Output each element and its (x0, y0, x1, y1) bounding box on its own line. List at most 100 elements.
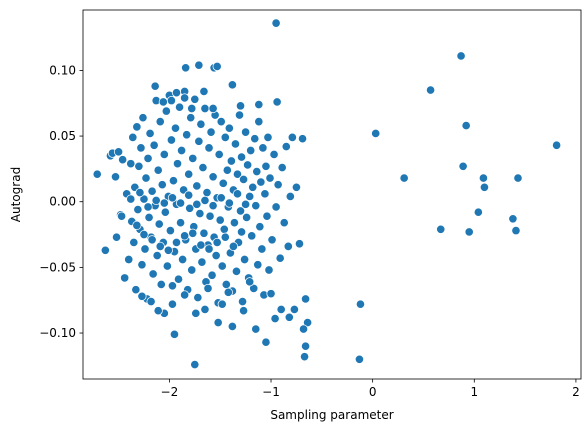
data-point (190, 94, 200, 104)
data-point (163, 245, 173, 255)
data-point (287, 132, 297, 142)
data-point (132, 220, 142, 230)
data-point (200, 103, 210, 114)
data-point (194, 60, 204, 70)
data-point (251, 201, 261, 211)
data-point (188, 153, 198, 163)
data-point (178, 254, 188, 265)
data-point (261, 337, 271, 347)
data-point (177, 145, 187, 156)
data-point (235, 206, 246, 216)
data-point (246, 145, 256, 156)
data-point (232, 169, 243, 179)
data-point (190, 359, 200, 370)
data-point (253, 260, 263, 270)
data-point (276, 304, 286, 314)
data-point (145, 128, 155, 139)
data-point (552, 140, 562, 150)
data-point (257, 244, 267, 254)
data-point (275, 253, 285, 263)
data-point (192, 181, 202, 191)
data-point (297, 134, 308, 144)
data-point (241, 127, 251, 137)
data-point (508, 214, 518, 224)
data-point (217, 261, 227, 271)
data-point (218, 178, 228, 188)
data-point (239, 174, 249, 184)
data-point (188, 228, 198, 238)
data-point (153, 165, 163, 175)
data-point (513, 173, 523, 183)
data-point (267, 235, 277, 245)
data-point (236, 227, 247, 237)
data-point (132, 122, 142, 132)
data-point (170, 123, 181, 133)
data-point (228, 241, 238, 251)
data-point (224, 123, 234, 133)
data-point (205, 211, 215, 221)
data-point (229, 218, 240, 228)
data-point (245, 277, 255, 287)
y-axis-ticks: −0.10 −0.05 0.00 0.05 0.10 (39, 63, 83, 340)
data-point (204, 143, 214, 153)
data-point (217, 299, 227, 309)
data-point (216, 117, 226, 127)
data-point (212, 61, 222, 72)
data-point (283, 241, 293, 251)
data-point (135, 187, 145, 198)
data-point (165, 226, 175, 236)
data-point (186, 113, 196, 123)
data-point (196, 119, 206, 129)
data-point (175, 198, 186, 208)
data-point (212, 237, 222, 248)
data-point (100, 245, 110, 255)
data-point (301, 341, 311, 351)
data-point (273, 180, 283, 190)
data-point (136, 143, 146, 153)
data-point (263, 132, 273, 142)
data-point (193, 293, 203, 303)
data-point (266, 289, 276, 299)
data-point (299, 352, 310, 362)
x-tick-label: 2 (572, 385, 580, 399)
data-point (191, 308, 201, 318)
data-point (159, 198, 169, 208)
data-point (157, 180, 167, 190)
y-tick-label: 0.00 (49, 195, 76, 209)
data-point (242, 212, 252, 223)
data-point (204, 244, 214, 254)
data-point (272, 97, 282, 107)
data-point (194, 136, 204, 146)
data-point (208, 172, 218, 182)
data-point (355, 299, 366, 309)
data-point (129, 237, 139, 248)
data-point (251, 324, 261, 334)
data-point (269, 149, 279, 160)
data-point (249, 283, 259, 293)
data-point (399, 173, 409, 183)
data-point (261, 161, 271, 171)
data-point (144, 212, 154, 223)
data-point (174, 102, 185, 112)
data-point (153, 306, 163, 316)
data-point (270, 314, 280, 324)
data-point (206, 127, 216, 137)
data-point (113, 147, 124, 157)
data-point (138, 113, 148, 123)
data-point (160, 207, 170, 217)
data-point (117, 211, 127, 221)
data-point (133, 205, 143, 215)
data-point (255, 222, 265, 232)
x-tick-label: 1 (470, 385, 478, 399)
x-tick-label: −1 (262, 385, 280, 399)
data-point (147, 235, 157, 245)
data-point (149, 140, 159, 150)
data-point (199, 86, 209, 96)
data-point (134, 161, 144, 171)
data-point (110, 172, 121, 182)
data-point (146, 296, 156, 307)
data-point (173, 274, 184, 284)
data-point (289, 304, 299, 314)
data-point (294, 239, 305, 249)
data-point (171, 237, 182, 248)
